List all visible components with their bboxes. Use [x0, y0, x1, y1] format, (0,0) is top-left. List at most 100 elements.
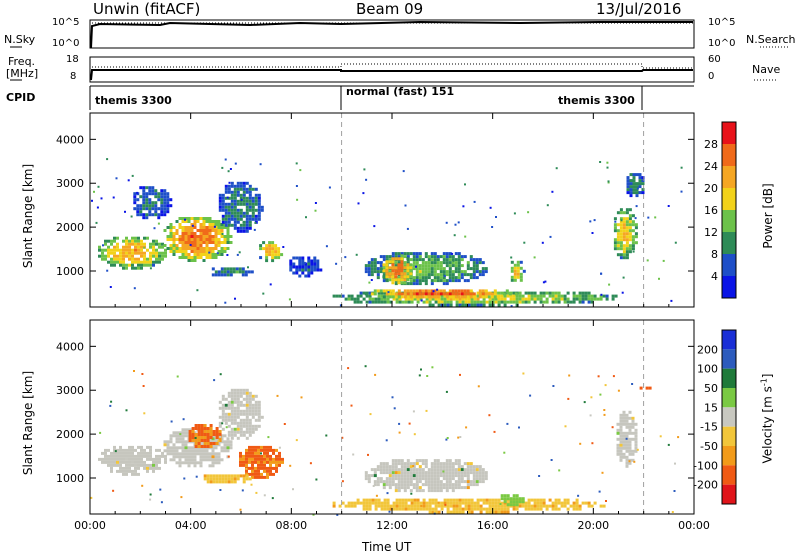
- range-cell: [439, 261, 443, 265]
- scatter-cell: [493, 430, 496, 433]
- range-cell: [436, 276, 440, 280]
- range-cell: [619, 220, 623, 224]
- range-cell: [512, 497, 516, 501]
- range-cell: [628, 244, 632, 248]
- range-cell: [184, 461, 188, 465]
- scatter-cell: [527, 211, 530, 214]
- range-cell: [452, 297, 456, 301]
- range-cell: [368, 504, 372, 508]
- range-cell: [242, 223, 246, 227]
- range-cell: [437, 300, 441, 304]
- range-cell: [403, 483, 407, 487]
- scatter-cell: [130, 215, 133, 218]
- range-cell: [107, 463, 110, 467]
- scatter-cell: [680, 166, 683, 169]
- range-cell: [445, 465, 449, 469]
- range-cell: [434, 507, 438, 511]
- power-colorbar-tick: 20: [704, 182, 718, 195]
- range-cell: [230, 208, 234, 212]
- range-cell: [391, 462, 395, 466]
- range-cell: [377, 504, 381, 508]
- range-cell: [415, 477, 419, 481]
- range-cell: [160, 210, 164, 214]
- range-cell: [230, 202, 234, 206]
- range-cell: [436, 480, 440, 484]
- range-cell: [254, 460, 257, 464]
- range-cell: [445, 264, 449, 268]
- range-cell: [632, 173, 636, 177]
- range-cell: [158, 251, 161, 255]
- range-cell: [401, 498, 405, 502]
- range-cell: [229, 241, 233, 244]
- range-cell: [184, 446, 188, 450]
- range-cell: [433, 252, 437, 256]
- range-cell: [145, 213, 149, 217]
- range-cell: [397, 462, 401, 466]
- range-cell: [245, 199, 249, 203]
- range-cell: [397, 474, 401, 478]
- range-cell: [524, 300, 528, 304]
- range-cell: [230, 193, 234, 197]
- range-cell: [172, 452, 176, 456]
- range-cell: [197, 439, 201, 442]
- range-cell: [632, 176, 636, 180]
- range-cell: [230, 406, 234, 410]
- range-cell: [202, 220, 206, 223]
- range-cell: [551, 291, 555, 295]
- range-cell: [464, 504, 468, 508]
- scatter-cell: [593, 219, 596, 222]
- range-cell: [133, 192, 137, 196]
- range-cell: [128, 469, 131, 473]
- range-cell: [515, 303, 519, 307]
- scatter-cell: [133, 370, 135, 372]
- range-cell: [251, 463, 254, 467]
- range-cell: [391, 257, 395, 261]
- range-cell: [134, 257, 137, 261]
- range-cell: [304, 262, 308, 266]
- range-cell: [248, 184, 252, 188]
- range-cell: [239, 208, 243, 212]
- scatter-cell: [149, 498, 152, 501]
- range-cell: [530, 294, 534, 298]
- range-cell: [155, 251, 158, 255]
- range-cell: [587, 297, 591, 301]
- cpid-segment-label-3: themis 3300: [558, 94, 635, 107]
- range-cell: [557, 507, 561, 511]
- range-cell: [510, 266, 514, 270]
- range-cell: [163, 443, 167, 447]
- range-cell: [205, 449, 209, 453]
- range-cell: [418, 489, 422, 493]
- range-cell: [539, 300, 543, 304]
- scatter-cell: [368, 281, 371, 284]
- range-cell: [134, 460, 137, 464]
- range-cell: [442, 270, 446, 274]
- range-cell: [230, 196, 234, 200]
- range-cell: [119, 457, 122, 461]
- range-cell: [415, 489, 419, 493]
- range-cell: [139, 213, 143, 217]
- range-cell: [233, 223, 237, 227]
- scatter-cell: [341, 480, 344, 483]
- range-cell: [407, 504, 411, 508]
- range-cell: [161, 245, 164, 249]
- range-cell: [382, 468, 386, 472]
- range-cell: [238, 267, 242, 271]
- range-cell: [563, 504, 567, 508]
- range-cell: [224, 190, 228, 194]
- range-cell: [382, 295, 386, 299]
- range-cell: [245, 415, 249, 419]
- range-cell: [439, 267, 443, 271]
- range-cell: [205, 235, 209, 238]
- range-cell: [427, 471, 431, 475]
- range-cell: [370, 264, 374, 268]
- scatter-cell: [295, 185, 298, 187]
- power-colorbar-swatch: [722, 122, 736, 144]
- range-cell: [140, 454, 143, 458]
- range-cell: [178, 446, 182, 450]
- range-cell: [406, 257, 410, 261]
- range-cell: [230, 477, 234, 481]
- range-cell: [178, 256, 182, 259]
- range-cell: [445, 258, 449, 262]
- range-cell: [412, 295, 416, 299]
- range-cell: [184, 440, 188, 444]
